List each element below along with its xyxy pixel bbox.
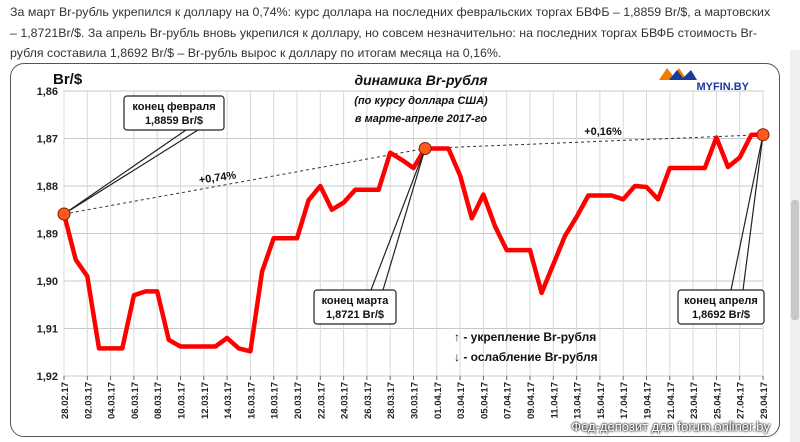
- y-tick-label: 1,91: [37, 324, 58, 336]
- callout-pointer: [382, 148, 426, 291]
- x-tick-label: 22.03.17: [316, 382, 327, 419]
- x-tick-label: 23.04.17: [689, 382, 700, 419]
- x-tick-label: 17.04.17: [619, 382, 630, 419]
- y-tick-label: 1,92: [37, 371, 58, 383]
- callout-pointer: [63, 129, 199, 215]
- data-point-marker: [57, 207, 71, 221]
- callout-box: [677, 289, 765, 325]
- x-tick-label: 12.03.17: [200, 382, 211, 419]
- x-tick-label: 03.04.17: [456, 382, 467, 419]
- x-tick-label: 29.04.17: [759, 382, 770, 419]
- callout-label: конец февраля: [132, 101, 215, 113]
- callout-value: 1,8859 Br/$: [145, 115, 203, 127]
- callout-pointer: [730, 134, 764, 291]
- y-tick-label: 1,88: [37, 181, 58, 193]
- callout-box: [123, 95, 225, 131]
- chart-panel: 1,86 1,87 1,88 1,89 1,90 1,91 1,92 28.02.17 02.0…: [10, 63, 780, 437]
- page-scrollbar[interactable]: [790, 50, 800, 442]
- y-tick-label: 1,89: [37, 229, 58, 241]
- x-tick-label: 24.03.17: [340, 382, 351, 419]
- x-tick-label: 18.03.17: [270, 382, 281, 419]
- x-tick-label: 02.03.17: [83, 382, 94, 419]
- x-tick-label: 06.03.17: [130, 382, 141, 419]
- x-tick-label: 04.03.17: [107, 382, 118, 419]
- logo-text: MYFIN.BY: [696, 81, 749, 93]
- callout-label: конец апреля: [684, 295, 758, 307]
- y-tick-label: 1,90: [37, 276, 58, 288]
- callout-pointer: [370, 148, 426, 291]
- y-tick-label: 1,87: [37, 134, 58, 146]
- x-tick-label: 26.03.17: [363, 382, 374, 419]
- x-tick-label: 09.04.17: [526, 382, 537, 419]
- x-tick-label: 21.04.17: [666, 382, 677, 419]
- x-tick-label: 28.02.17: [60, 382, 71, 419]
- y-tick-label: 1,86: [37, 86, 58, 98]
- callout-value: 1,8692 Br/$: [692, 309, 750, 321]
- x-tick-label: 14.03.17: [223, 382, 234, 419]
- callout-label: конец марта: [322, 295, 390, 307]
- trend-label-march: +0,74%: [198, 169, 237, 186]
- chart-subtitle: (по курсу доллара США): [354, 95, 488, 107]
- x-tick-label: 05.04.17: [479, 382, 490, 419]
- data-point-marker: [756, 128, 770, 142]
- x-tick-label: 30.03.17: [410, 382, 421, 419]
- callout-pointer: [63, 129, 187, 215]
- x-tick-label: 20.03.17: [293, 382, 304, 419]
- x-tick-label: 01.04.17: [433, 382, 444, 419]
- data-point-marker: [418, 141, 432, 155]
- x-tick-label: 10.03.17: [177, 382, 188, 419]
- x-tick-label: 13.04.17: [573, 382, 584, 419]
- x-tick-label: 27.04.17: [736, 382, 747, 419]
- x-tick-label: 08.03.17: [153, 382, 164, 419]
- x-tick-label: 16.03.17: [246, 382, 257, 419]
- legend-entry: ↑ - укрепление Br-рубля: [454, 330, 596, 344]
- scrollbar-thumb[interactable]: [791, 200, 799, 320]
- trend-line-april: [425, 134, 764, 149]
- series-line: [61, 132, 766, 354]
- callout-value: 1,8721 Br/$: [326, 309, 384, 321]
- legend-entry: ↓ - ослабление Br-рубля: [454, 350, 598, 364]
- trend-label-april: +0,16%: [584, 126, 622, 138]
- watermark-text: Фед-депозит для forum.onliner.by: [571, 419, 770, 434]
- x-tick-label: 25.04.17: [712, 382, 723, 419]
- chart-subtitle-2: в марте-апреле 2017-го: [355, 113, 488, 125]
- x-tick-label: 28.03.17: [386, 382, 397, 419]
- x-tick-label: 07.04.17: [503, 382, 514, 419]
- logo-mark-shade-icon: [669, 70, 697, 80]
- x-tick-label: 19.04.17: [643, 382, 654, 419]
- callout-box: [313, 289, 397, 325]
- callout-pointer: [742, 134, 764, 291]
- trend-line-march: [63, 147, 426, 215]
- chart-title: динамика Br-рубля: [354, 72, 487, 88]
- intro-paragraph: За март Br-рубль укрепился к доллару на …: [10, 5, 771, 60]
- x-tick-label: 11.04.17: [549, 382, 560, 418]
- x-tick-label: 15.04.17: [596, 382, 607, 419]
- y-axis-label: Br/$: [53, 71, 83, 88]
